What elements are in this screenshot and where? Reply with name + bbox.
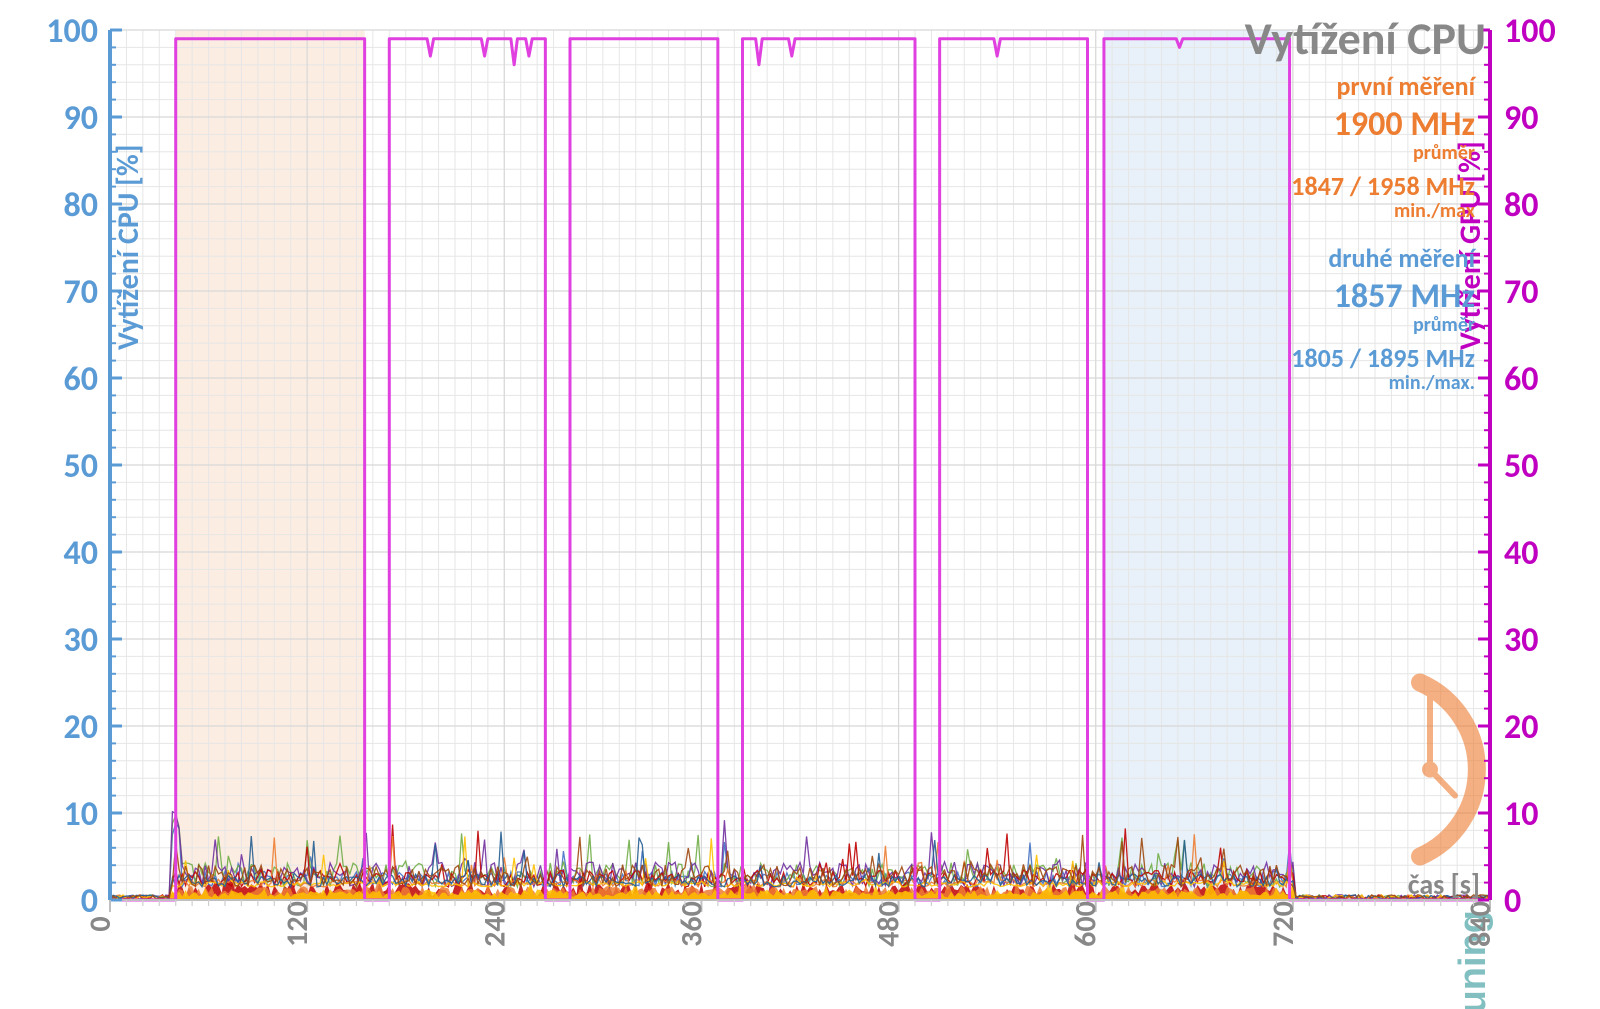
info-second-label: druhé měření [1328,242,1476,274]
cpu-gpu-utilization-chart: pctuning01020304050607080901000102030405… [0,0,1600,1009]
y-right-tick-label: 10 [1504,794,1538,835]
y-left-tick-label: 80 [64,185,98,226]
x-tick-label: 720 [1265,901,1302,947]
x-tick-label: 600 [1068,901,1105,947]
y-right-tick-label: 100 [1504,11,1556,52]
x-tick-label: 840 [1462,901,1499,947]
info-second-avg: průměr [1413,313,1475,337]
x-axis-label: čas [s] [1408,867,1480,902]
info-second-minmax-label: min./max. [1389,371,1475,395]
info-first-avg: průměr [1413,141,1475,165]
y-right-tick-label: 70 [1504,272,1538,313]
y-right-tick-label: 0 [1504,881,1521,922]
info-first-label: první měření [1336,70,1476,102]
y-right-tick-label: 60 [1504,359,1538,400]
y-right-tick-label: 80 [1504,185,1538,226]
info-first-minmax-label: min./max [1394,199,1476,223]
y-right-tick-label: 20 [1504,707,1538,748]
chart-title: Vytížení CPU [1245,11,1486,67]
y-right-tick-label: 50 [1504,446,1538,487]
y-left-tick-label: 10 [64,794,98,835]
y-left-tick-label: 30 [64,620,98,661]
y-right-tick-label: 40 [1504,533,1538,574]
x-tick-label: 0 [82,916,119,931]
y-left-tick-label: 20 [64,707,98,748]
info-first-minmax: 1847 / 1958 MHz [1291,170,1475,202]
y-left-tick-label: 70 [64,272,98,313]
x-tick-label: 360 [673,901,710,947]
y-left-tick-label: 60 [64,359,98,400]
y-right-tick-label: 30 [1504,620,1538,661]
y-left-tick-label: 90 [64,98,98,139]
y-left-tick-label: 50 [64,446,98,487]
chart-svg: pctuning01020304050607080901000102030405… [0,0,1600,1009]
info-second-minmax: 1805 / 1895 MHz [1291,342,1475,374]
info-first-value: 1900 MHz [1334,104,1475,145]
info-second-value: 1857 MHz [1334,276,1475,317]
y-left-tick-label: 0 [81,881,98,922]
y-left-tick-label: 40 [64,533,98,574]
y-left-axis-label: Vytížení CPU [%] [110,144,147,350]
y-left-tick-label: 100 [46,11,98,52]
x-tick-label: 480 [871,901,908,947]
x-tick-label: 120 [279,901,316,947]
x-tick-label: 240 [476,901,513,947]
y-right-tick-label: 90 [1504,98,1538,139]
